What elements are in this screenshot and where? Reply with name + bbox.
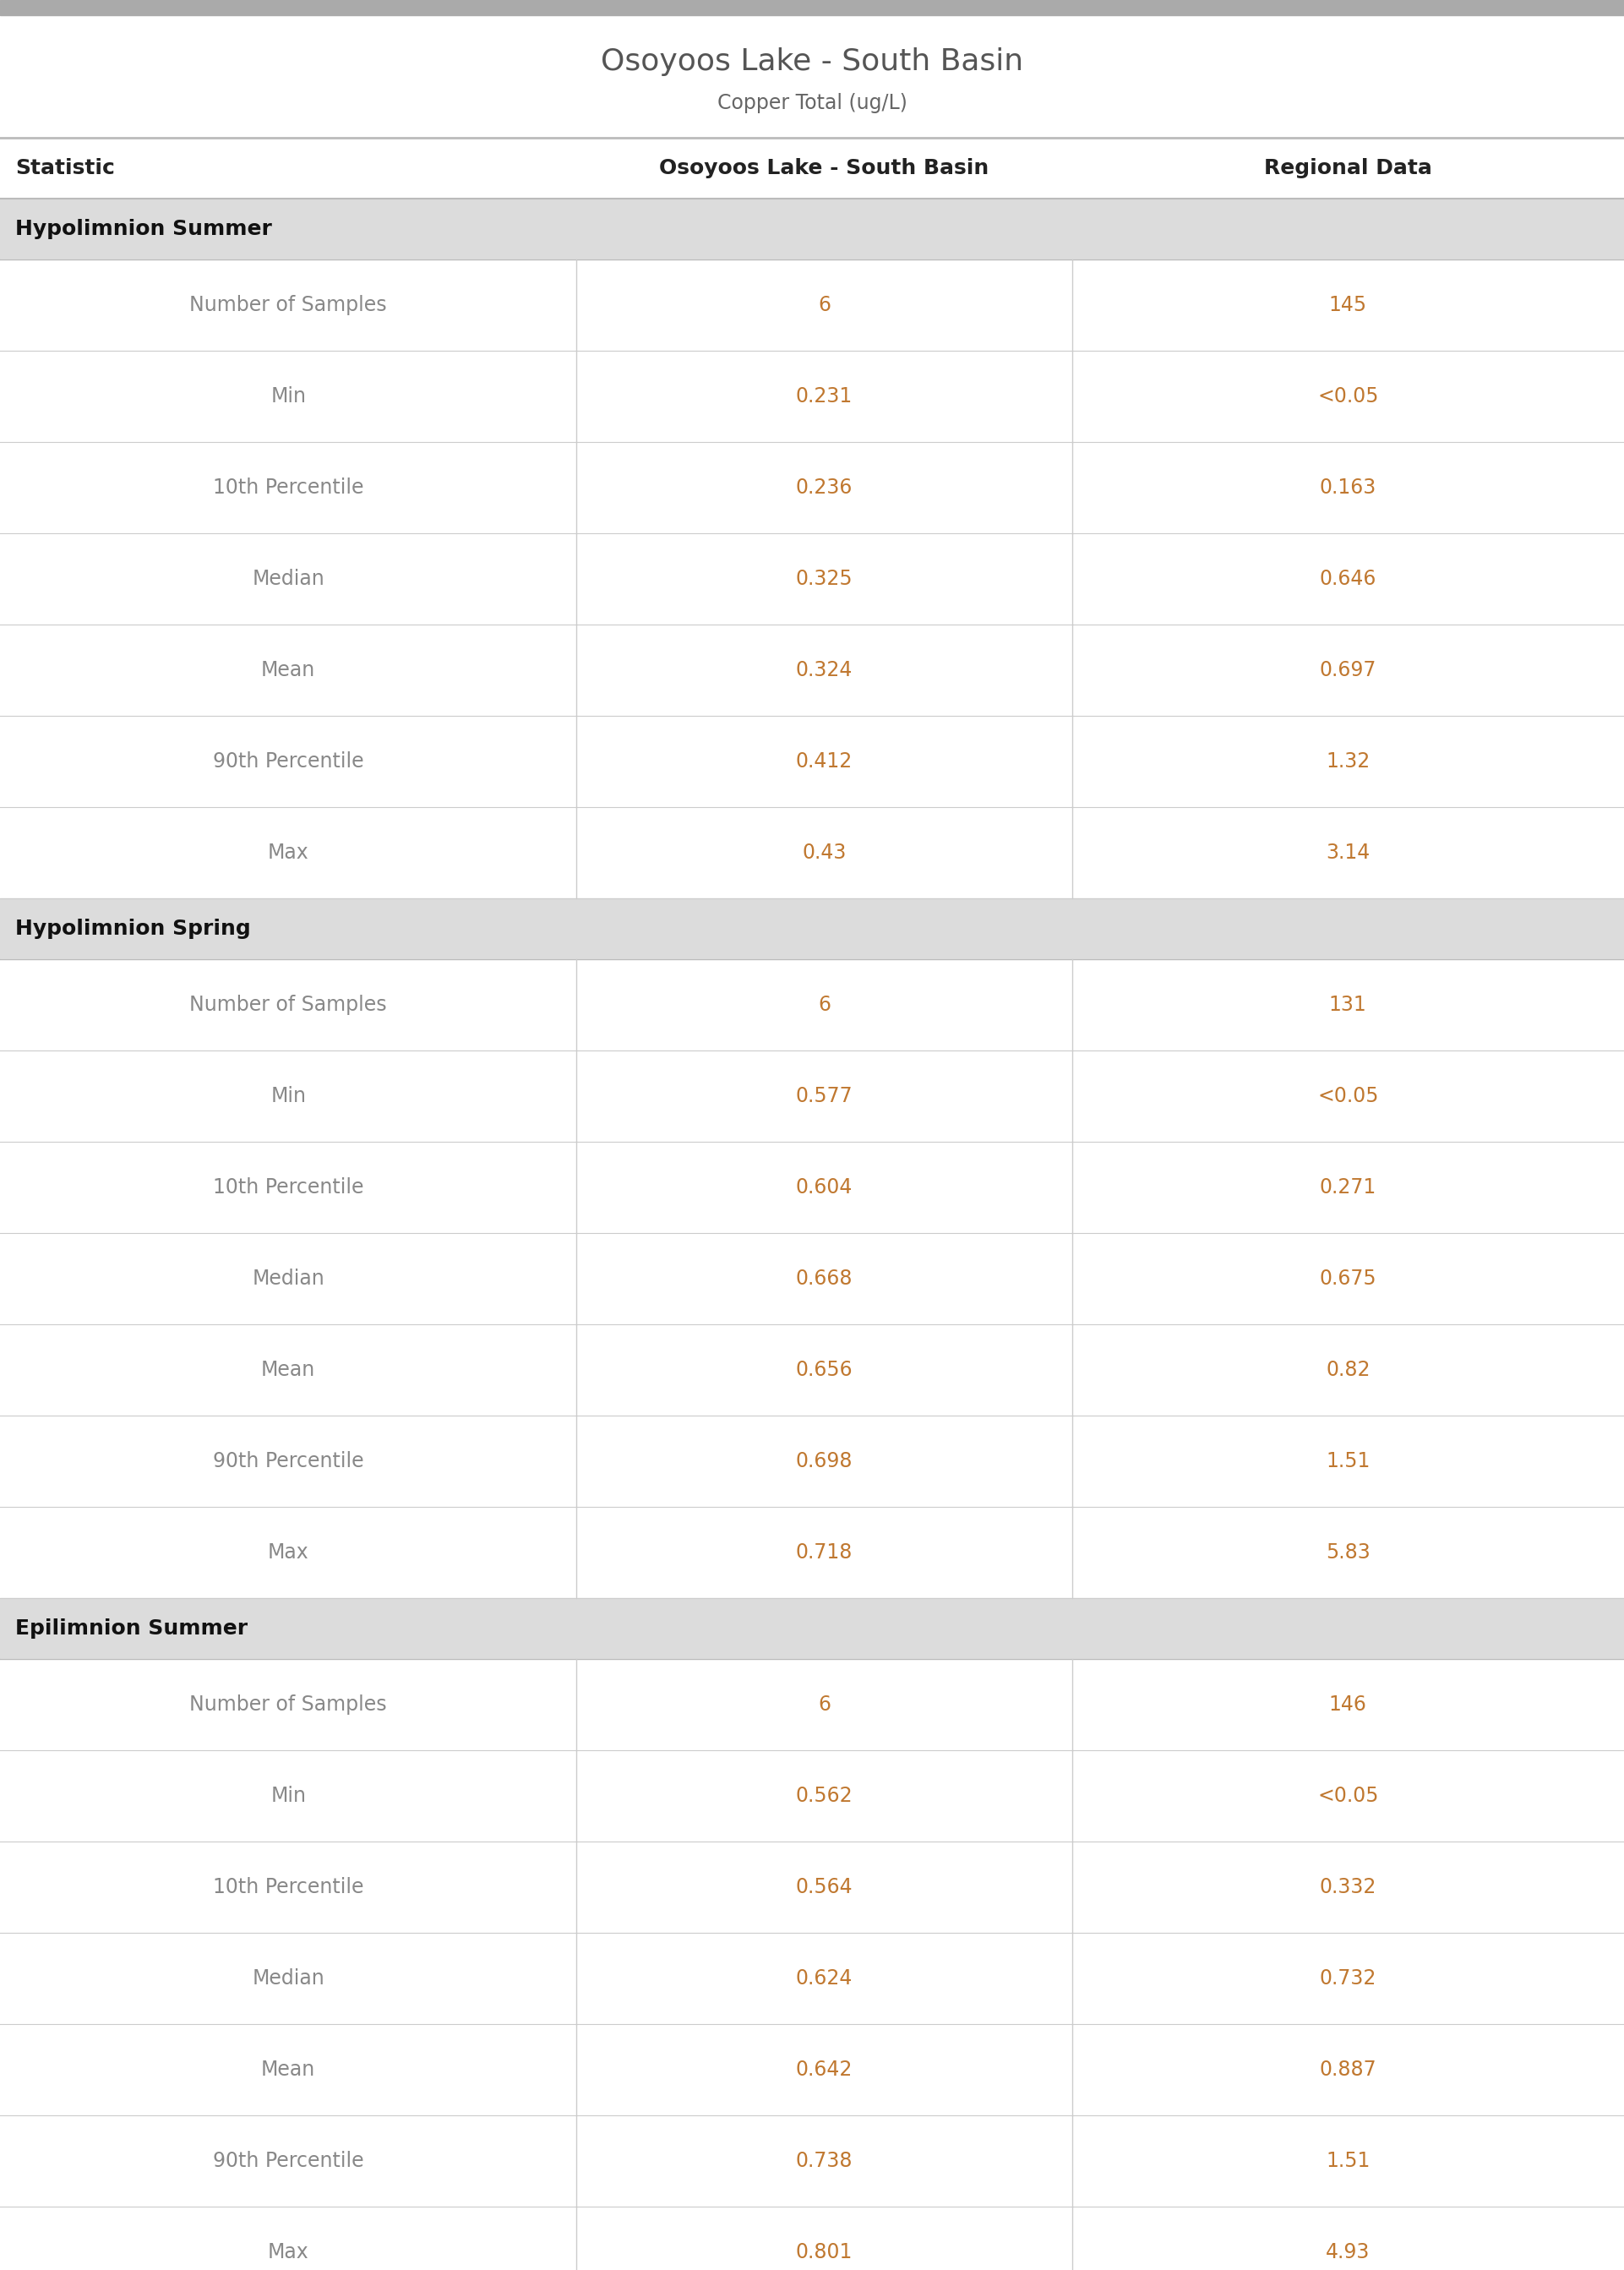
Text: 4.93: 4.93 — [1325, 2243, 1371, 2263]
Text: 3.14: 3.14 — [1325, 842, 1371, 863]
Bar — [0, 259, 1624, 352]
Text: Min: Min — [271, 1786, 305, 1807]
Text: 145: 145 — [1328, 295, 1367, 316]
Text: Osoyoos Lake - South Basin: Osoyoos Lake - South Basin — [601, 48, 1023, 77]
Text: Mean: Mean — [261, 661, 315, 681]
Text: 0.698: 0.698 — [796, 1451, 853, 1471]
Text: 5.83: 5.83 — [1325, 1541, 1371, 1562]
Bar — [0, 138, 1624, 197]
Text: 0.801: 0.801 — [796, 2243, 853, 2263]
Text: 0.231: 0.231 — [796, 386, 853, 406]
Bar — [0, 2025, 1624, 2116]
Text: 0.738: 0.738 — [796, 2152, 853, 2170]
Text: 10th Percentile: 10th Percentile — [213, 477, 364, 497]
Text: 0.675: 0.675 — [1319, 1269, 1377, 1289]
Text: Min: Min — [271, 386, 305, 406]
Bar — [0, 1841, 1624, 1932]
Text: 0.604: 0.604 — [796, 1178, 853, 1199]
Bar — [0, 1750, 1624, 1841]
Text: 0.718: 0.718 — [796, 1541, 853, 1562]
Text: 0.646: 0.646 — [1319, 570, 1377, 588]
Text: 0.642: 0.642 — [796, 2059, 853, 2079]
Text: 0.562: 0.562 — [796, 1786, 853, 1807]
Text: 0.82: 0.82 — [1325, 1360, 1371, 1380]
Text: 90th Percentile: 90th Percentile — [213, 751, 364, 772]
Text: Statistic: Statistic — [15, 159, 115, 179]
Bar — [0, 2206, 1624, 2270]
Bar — [0, 533, 1624, 624]
Text: 0.163: 0.163 — [1320, 477, 1376, 497]
Text: 1.51: 1.51 — [1325, 2152, 1371, 2170]
Text: 0.577: 0.577 — [796, 1085, 853, 1105]
Text: <0.05: <0.05 — [1317, 1786, 1379, 1807]
Text: 0.697: 0.697 — [1319, 661, 1377, 681]
Text: 6: 6 — [818, 1693, 830, 1714]
Text: Epilimnion Summer: Epilimnion Summer — [15, 1619, 248, 1639]
Text: 6: 6 — [818, 994, 830, 1015]
Text: Max: Max — [268, 2243, 309, 2263]
Text: 90th Percentile: 90th Percentile — [213, 1451, 364, 1471]
Text: Max: Max — [268, 1541, 309, 1562]
Bar — [0, 1233, 1624, 1323]
Text: 10th Percentile: 10th Percentile — [213, 1877, 364, 1898]
Text: 0.668: 0.668 — [796, 1269, 853, 1289]
Text: 0.624: 0.624 — [796, 1968, 853, 1989]
Text: Hypolimnion Spring: Hypolimnion Spring — [15, 919, 250, 940]
Text: 0.43: 0.43 — [802, 842, 846, 863]
Text: 0.887: 0.887 — [1319, 2059, 1377, 2079]
Text: Min: Min — [271, 1085, 305, 1105]
Text: Copper Total (ug/L): Copper Total (ug/L) — [716, 93, 908, 114]
Text: Number of Samples: Number of Samples — [190, 295, 387, 316]
Bar — [0, 1659, 1624, 1750]
Text: Regional Data: Regional Data — [1263, 159, 1432, 179]
Text: Number of Samples: Number of Samples — [190, 994, 387, 1015]
Text: 0.656: 0.656 — [796, 1360, 853, 1380]
Text: 0.324: 0.324 — [796, 661, 853, 681]
Bar — [0, 715, 1624, 808]
Text: Number of Samples: Number of Samples — [190, 1693, 387, 1714]
Text: 0.564: 0.564 — [796, 1877, 853, 1898]
Bar — [0, 2116, 1624, 2206]
Text: 6: 6 — [818, 295, 830, 316]
Bar — [0, 1051, 1624, 1142]
Bar — [0, 1598, 1624, 1659]
Text: Mean: Mean — [261, 2059, 315, 2079]
Bar — [0, 0, 1624, 16]
Text: 0.412: 0.412 — [796, 751, 853, 772]
Text: <0.05: <0.05 — [1317, 1085, 1379, 1105]
Text: Osoyoos Lake - South Basin: Osoyoos Lake - South Basin — [659, 159, 989, 179]
Text: 131: 131 — [1328, 994, 1367, 1015]
Bar — [0, 624, 1624, 715]
Bar — [0, 1142, 1624, 1233]
Text: Median: Median — [252, 1968, 325, 1989]
Bar — [0, 197, 1624, 259]
Bar — [0, 443, 1624, 533]
Bar — [0, 1507, 1624, 1598]
Bar — [0, 1932, 1624, 2025]
Text: 146: 146 — [1328, 1693, 1367, 1714]
Text: 0.271: 0.271 — [1320, 1178, 1376, 1199]
Bar — [0, 352, 1624, 443]
Bar — [0, 1416, 1624, 1507]
Text: 0.236: 0.236 — [796, 477, 853, 497]
Text: 10th Percentile: 10th Percentile — [213, 1178, 364, 1199]
Bar — [0, 1323, 1624, 1416]
Text: Mean: Mean — [261, 1360, 315, 1380]
Text: <0.05: <0.05 — [1317, 386, 1379, 406]
Text: Max: Max — [268, 842, 309, 863]
Text: 0.732: 0.732 — [1319, 1968, 1377, 1989]
Text: 1.32: 1.32 — [1325, 751, 1371, 772]
Text: Median: Median — [252, 1269, 325, 1289]
Bar — [0, 960, 1624, 1051]
Bar — [0, 808, 1624, 899]
Bar — [0, 16, 1624, 138]
Text: Median: Median — [252, 570, 325, 588]
Bar — [0, 899, 1624, 960]
Text: 0.332: 0.332 — [1319, 1877, 1377, 1898]
Text: 90th Percentile: 90th Percentile — [213, 2152, 364, 2170]
Text: 1.51: 1.51 — [1325, 1451, 1371, 1471]
Text: 0.325: 0.325 — [796, 570, 853, 588]
Text: Hypolimnion Summer: Hypolimnion Summer — [15, 218, 271, 238]
